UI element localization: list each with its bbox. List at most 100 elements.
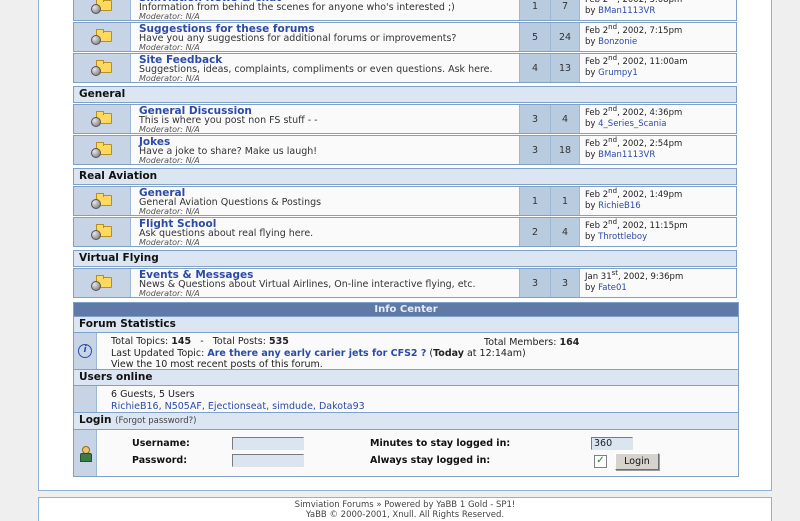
user-link[interactable]: 4_Series_Scania [598, 118, 667, 129]
topics-count: 5 [519, 23, 550, 51]
forum-link[interactable]: Flight School [139, 218, 217, 230]
folder-icon [91, 110, 113, 127]
forum-link[interactable]: Jokes [139, 136, 171, 148]
posts-count: 4 [550, 105, 579, 133]
last-post-by: by BMan1113VR [585, 149, 656, 160]
forum-info-cell: Flight School Ask questions about real f… [131, 218, 519, 246]
forum-moderator: Moderator: N/A [139, 156, 511, 165]
user-link[interactable]: Throttleboy [598, 231, 648, 242]
forum-description: General Aviation Questions & Postings [139, 197, 322, 208]
forum-link[interactable]: Site Feedback [139, 54, 223, 66]
stats-icon-cell: i [74, 333, 97, 369]
forum-link[interactable]: Simviation News & Chat [139, 0, 511, 3]
password-input[interactable] [232, 454, 304, 467]
users-icon-cell [74, 386, 97, 412]
forum-info-cell: Events & Messages News & Questions about… [131, 269, 519, 297]
moderator-value: N/A [185, 207, 200, 216]
forum-info-cell: Simviation News & Chat Information from … [131, 0, 519, 20]
last-post-date: Feb 2nd, 2002, 11:00am [585, 54, 688, 67]
forum-info-cell: Jokes Have a joke to share? Make us laug… [131, 136, 519, 164]
ball-shape [91, 3, 101, 14]
forum-info-cell: General Discussion This is where you pos… [131, 105, 519, 133]
forum-moderator: Moderator: N/A [139, 43, 511, 52]
forum-link[interactable]: Events & Messages [139, 269, 254, 281]
moderator-value: N/A [185, 156, 200, 165]
ball-shape [91, 147, 101, 158]
last-post-cell: Feb 2nd, 2002, 11:15pm by Throttleboy [579, 218, 736, 246]
posts-count: 13 [550, 54, 579, 82]
forum-row: Jokes Have a joke to share? Make us laug… [73, 135, 737, 165]
forum-icon-cell [74, 136, 131, 164]
stats-line-last-updated: Last Updated Topic: Are there any early … [111, 347, 526, 359]
username-input[interactable] [232, 437, 304, 450]
last-post-cell: Feb 2nd, 2002, 4:36pm by 4_Series_Scania [579, 105, 736, 133]
users-online-header: Users online [74, 370, 738, 386]
users-counts: 6 Guests, 5 Users [111, 389, 195, 400]
user-link[interactable]: BMan1113VR [598, 149, 656, 160]
forgot-password-link[interactable]: (Forgot password?) [115, 416, 197, 426]
last-post-date: Feb 2nd, 2002, 7:15pm [585, 23, 683, 36]
ball-shape [91, 65, 101, 76]
stats-content: Total Topics: 145 - Total Posts: 535 Las… [97, 333, 738, 370]
minutes-label: Minutes to stay logged in: [370, 438, 511, 449]
forum-row: General Discussion This is where you pos… [73, 104, 737, 134]
user-link[interactable]: Bonzonie [598, 36, 638, 47]
ball-shape [91, 198, 101, 209]
user-link[interactable]: RichieB16 [598, 200, 641, 211]
forum-row: General General Aviation Questions & Pos… [73, 186, 737, 216]
category-header: General [73, 86, 737, 103]
login-header-label: Login [79, 414, 112, 426]
forum-info-cell: General General Aviation Questions & Pos… [131, 187, 519, 215]
last-updated-topic-link[interactable]: Are there any early carier jets for CFS2… [207, 347, 427, 359]
forum-row: Events & Messages News & Questions about… [73, 268, 737, 298]
users-names[interactable]: RichieB16, N505AF, Ejectionseat, simdude… [111, 400, 365, 412]
moderator-value: N/A [185, 289, 200, 298]
last-post-date: Feb 2nd, 2002, 3:08pm [585, 0, 683, 5]
topics-count: 3 [519, 105, 550, 133]
posts-count: 7 [550, 0, 579, 20]
forum-description: News & Questions about Virtual Airlines,… [139, 279, 476, 290]
posts-count: 24 [550, 23, 579, 51]
always-checkbox[interactable]: ✓ [594, 455, 607, 468]
login-button[interactable]: Login [615, 453, 659, 470]
moderator-label: Moderator: [139, 74, 184, 83]
forum-row: Suggestions for these forums Have you an… [73, 22, 737, 52]
info-center-title: Info Center [74, 303, 738, 317]
board-section-general: General General Discussion This is where… [73, 86, 737, 165]
forum-moderator: Moderator: N/A [139, 13, 511, 21]
folder-icon [91, 28, 113, 45]
folder-icon [91, 192, 113, 209]
footer-line-2: YaBB © 2000-2001, Xnull. All Rights Rese… [305, 509, 505, 520]
forum-link[interactable]: General Discussion [139, 105, 252, 117]
user-link[interactable]: Grumpy1 [598, 67, 638, 78]
moderator-label: Moderator: [139, 125, 184, 134]
last-post-by: by Bonzonie [585, 36, 638, 47]
forum-description: Have you any suggestions for additional … [139, 33, 457, 44]
forum-link[interactable]: Suggestions for these forums [139, 23, 315, 35]
users-content: 6 Guests, 5 Users RichieB16, N505AF, Eje… [97, 386, 738, 412]
user-link[interactable]: BMan1113VR [598, 5, 656, 16]
moderator-value: N/A [185, 125, 200, 134]
last-post-date: Jan 31st, 2002, 9:36pm [585, 269, 684, 282]
topics-count: 3 [519, 269, 550, 297]
last-post-by: by RichieB16 [585, 200, 641, 211]
forum-link[interactable]: General [139, 187, 186, 199]
board-section-virtual-flying: Virtual Flying Events & Messages News & … [73, 250, 737, 298]
forum-description: This is where you post non FS stuff - - [139, 115, 318, 126]
stats-line-view-recent[interactable]: View the 10 most recent posts of this fo… [111, 359, 323, 370]
moderator-label: Moderator: [139, 43, 184, 52]
last-post-by: by Throttleboy [585, 231, 648, 242]
minutes-input[interactable] [591, 437, 633, 450]
last-post-by: by BMan1113VR [585, 5, 656, 16]
forum-moderator: Moderator: N/A [139, 289, 511, 298]
last-post-date: Feb 2nd, 2002, 2:54pm [585, 136, 683, 149]
last-post-cell: Feb 2nd, 2002, 7:15pm by Bonzonie [579, 23, 736, 51]
topics-count: 1 [519, 187, 550, 215]
user-link[interactable]: Fate01 [598, 282, 627, 293]
username-label: Username: [132, 438, 190, 449]
category-header: Real Aviation [73, 168, 737, 185]
forum-icon-cell [74, 23, 131, 51]
password-label: Password: [132, 455, 188, 466]
topics-count: 4 [519, 54, 550, 82]
topics-count: 2 [519, 218, 550, 246]
